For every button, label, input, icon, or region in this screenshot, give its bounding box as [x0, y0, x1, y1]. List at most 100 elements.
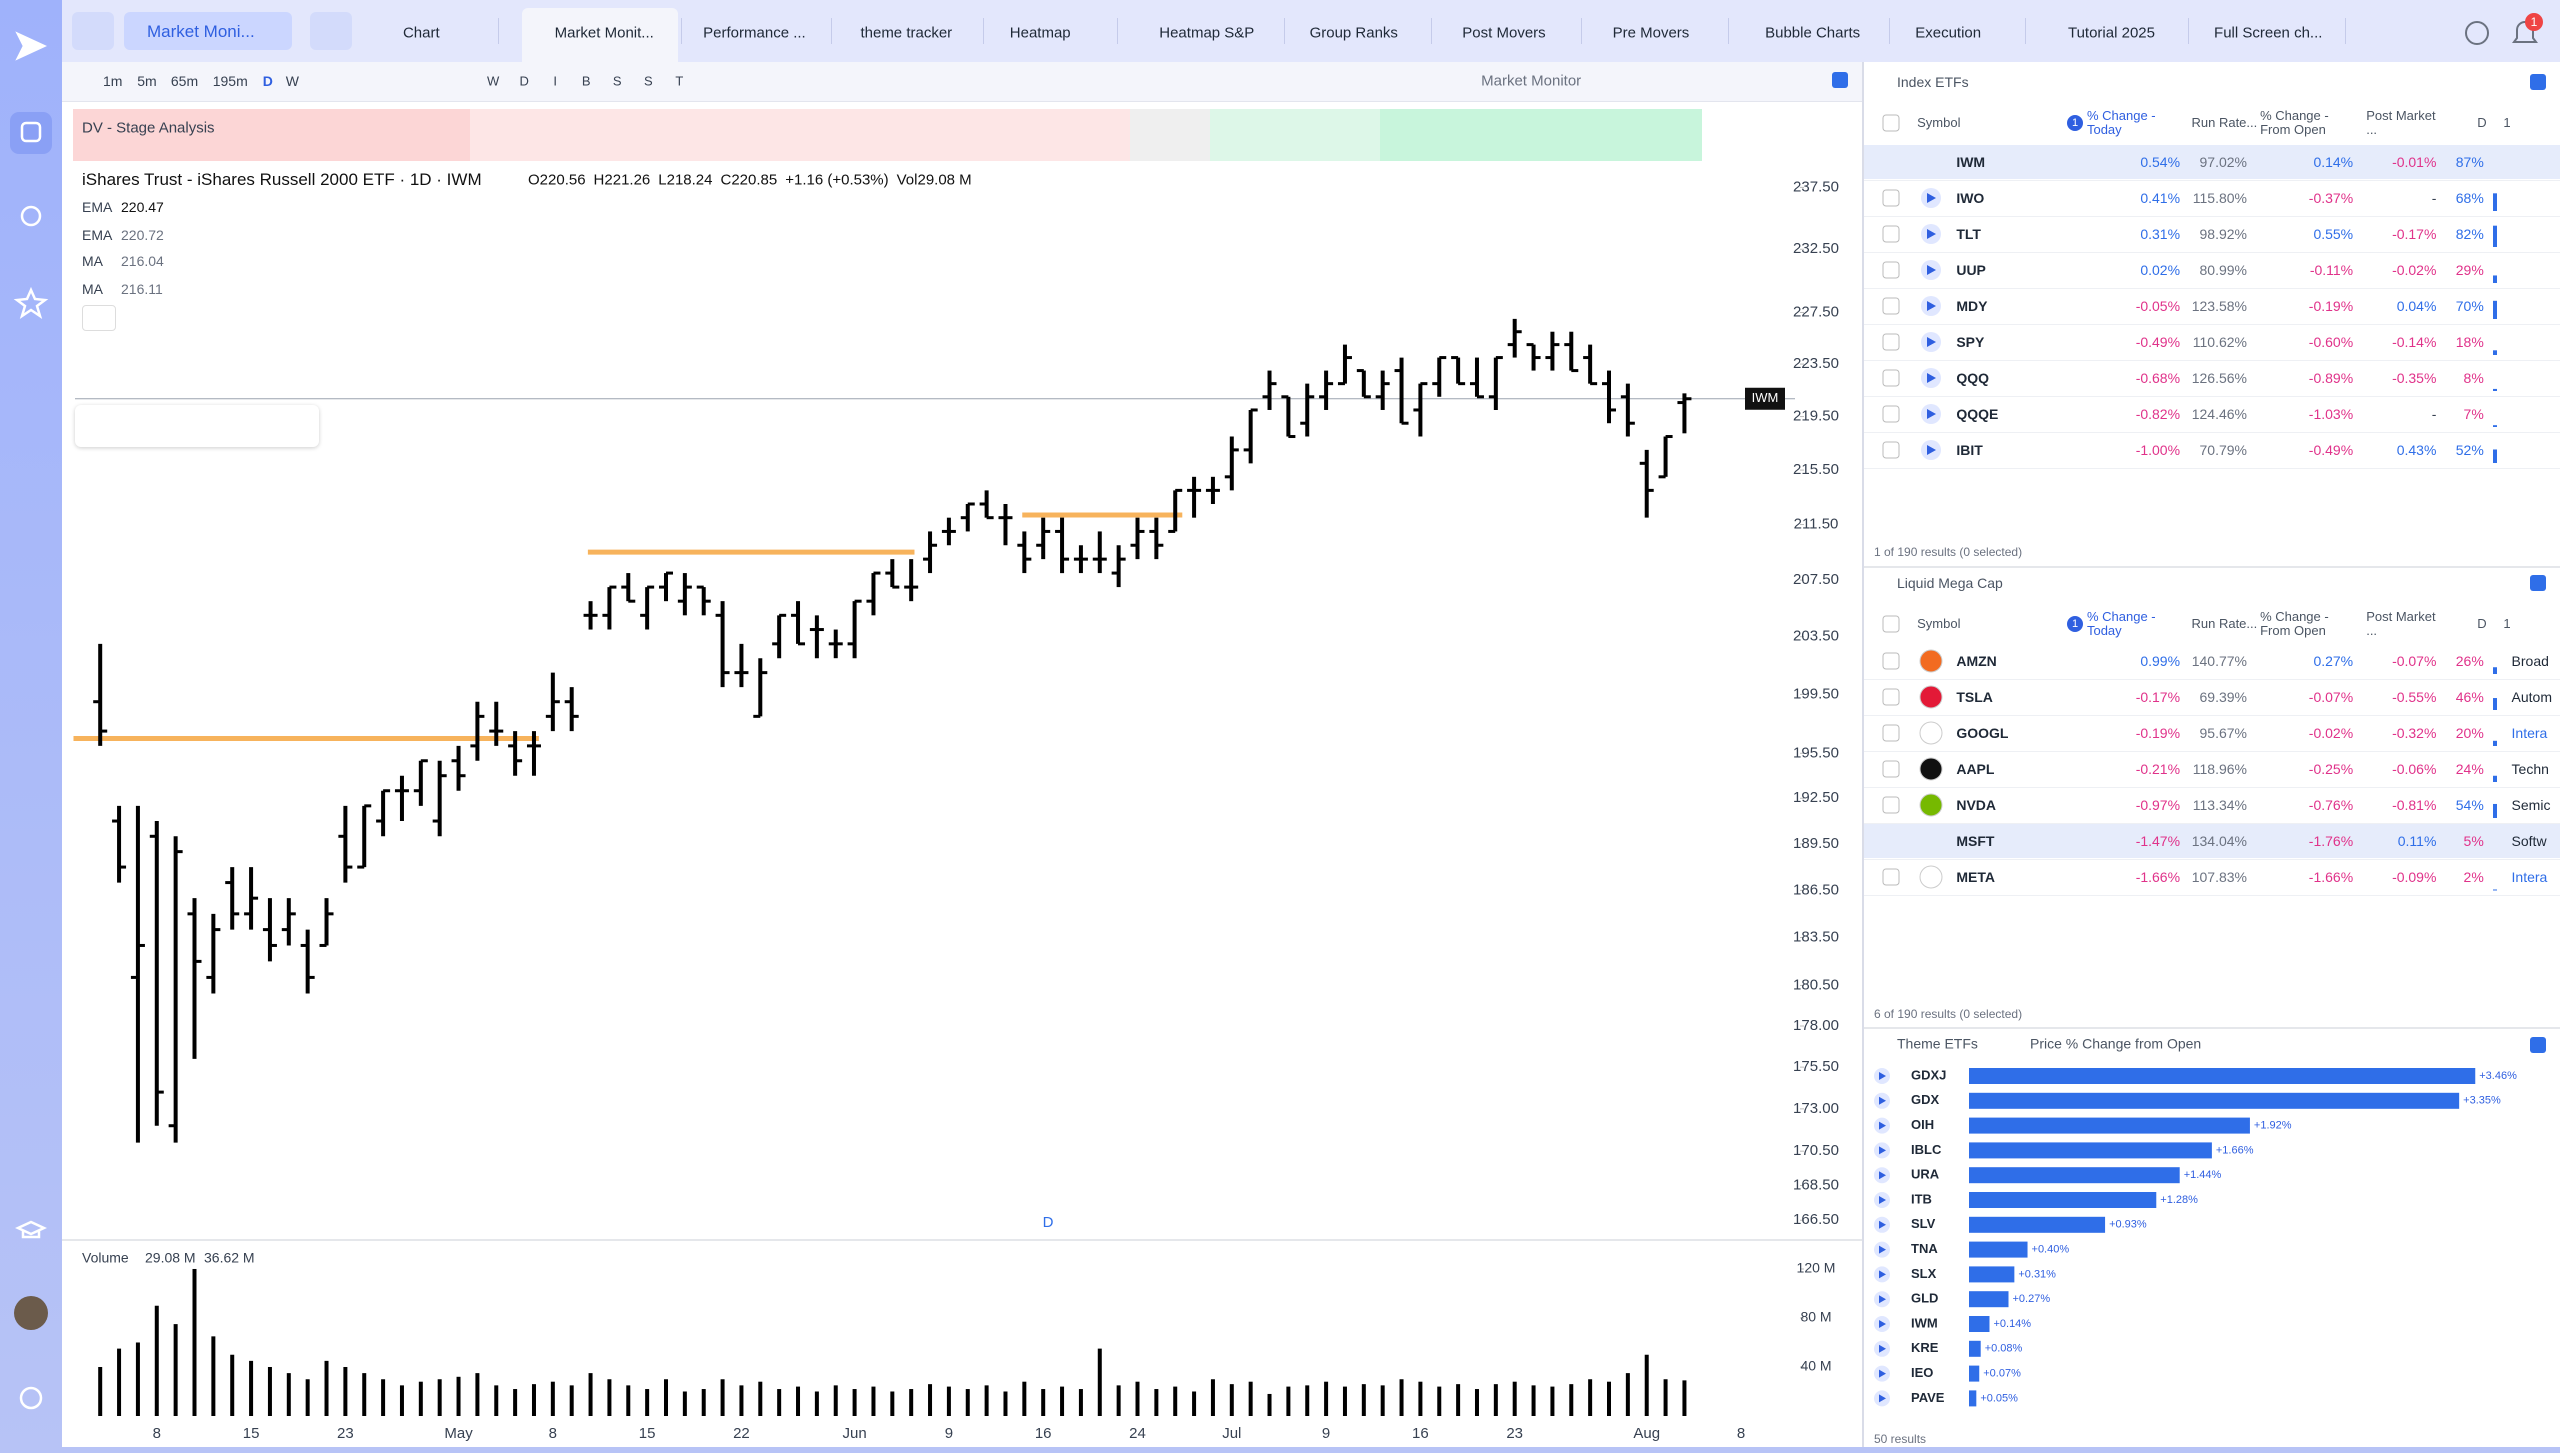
tab[interactable]: theme tracker	[860, 24, 953, 42]
symbol[interactable]: META	[1956, 869, 1995, 885]
column-header[interactable]: D	[2477, 616, 2487, 631]
row-checkbox[interactable]	[1882, 652, 1900, 670]
layout-select-label[interactable]: Market Moni...	[147, 22, 255, 41]
symbol[interactable]: AAPL	[1956, 761, 1995, 777]
column-header[interactable]: 1	[2503, 616, 2511, 631]
symbol[interactable]: QQQ	[1956, 370, 1989, 386]
symbol[interactable]: MDY	[1956, 298, 1988, 314]
row-checkbox[interactable]	[1882, 441, 1900, 459]
symbol[interactable]: GOOGL	[1956, 725, 2009, 741]
theme-symbol[interactable]: GDX	[1911, 1092, 1940, 1107]
nav-icon[interactable]	[20, 121, 42, 143]
tab[interactable]: Full Screen ch...	[2214, 24, 2323, 42]
theme-symbol[interactable]: IEO	[1911, 1365, 1933, 1380]
row-checkbox[interactable]	[1882, 225, 1900, 243]
apps-button[interactable]	[310, 12, 352, 50]
symbol[interactable]: IWO	[1956, 190, 1985, 206]
column-header[interactable]: % Change - From Open	[2260, 609, 2329, 638]
tab[interactable]: Heatmap	[1009, 24, 1071, 42]
row-checkbox[interactable]	[1882, 189, 1900, 207]
tab[interactable]: Execution	[1915, 24, 1982, 42]
symbol[interactable]: NVDA	[1956, 797, 1996, 813]
row-checkbox[interactable]	[1882, 405, 1900, 423]
column-header[interactable]: Post Market ...	[2366, 609, 2436, 638]
column-header[interactable]: % Change - Today	[2086, 609, 2156, 638]
help-icon[interactable]	[19, 1386, 43, 1410]
symbol[interactable]: QQQE	[1956, 406, 1999, 422]
row-checkbox[interactable]	[1882, 688, 1900, 706]
tab[interactable]: Tutorial 2025	[2067, 24, 2155, 42]
tab[interactable]: Chart	[402, 24, 440, 42]
tab[interactable]: Bubble Charts	[1765, 24, 1861, 42]
widget-toggle[interactable]	[2530, 74, 2546, 90]
theme-symbol[interactable]: IWM	[1911, 1315, 1938, 1330]
column-header[interactable]: Symbol	[1917, 616, 1961, 631]
symbol[interactable]: TSLA	[1956, 689, 1993, 705]
theme-symbol[interactable]: OIH	[1911, 1117, 1934, 1132]
interval-button[interactable]: W	[285, 73, 299, 89]
column-header[interactable]: Run Rate...	[2191, 616, 2258, 631]
toolbar-button[interactable]: S	[612, 73, 622, 89]
nav-icon[interactable]	[20, 205, 42, 227]
tab[interactable]: Heatmap S&P	[1159, 24, 1255, 42]
nav-icon[interactable]	[13, 286, 49, 319]
interval-button[interactable]: 1m	[102, 73, 123, 89]
tab[interactable]: Post Movers	[1462, 24, 1546, 42]
toolbar-button[interactable]: T	[675, 73, 684, 89]
theme-symbol[interactable]: SLX	[1911, 1266, 1937, 1281]
row-checkbox[interactable]	[1882, 369, 1900, 387]
row-checkbox[interactable]	[1882, 760, 1900, 778]
collapse-legend[interactable]	[82, 305, 116, 331]
header-checkbox[interactable]	[1882, 615, 1900, 633]
toolbar-button[interactable]: W	[487, 73, 500, 89]
column-header[interactable]: % Change - From Open	[2260, 108, 2329, 137]
row-checkbox[interactable]	[1882, 261, 1900, 279]
avatar[interactable]	[14, 1296, 48, 1330]
theme-symbol[interactable]: ITB	[1911, 1191, 1932, 1206]
column-header[interactable]: Symbol	[1917, 115, 1961, 130]
tab[interactable]: Performance ...	[703, 24, 806, 42]
symbol[interactable]: AMZN	[1956, 653, 1997, 669]
column-header[interactable]: % Change - Today	[2086, 108, 2156, 137]
toolbar-button[interactable]: D	[519, 73, 529, 89]
nav-active[interactable]	[10, 112, 52, 154]
interval-button[interactable]: D	[262, 73, 273, 89]
row-checkbox[interactable]	[1882, 297, 1900, 315]
tab[interactable]: Market Monit...	[554, 24, 654, 42]
row-checkbox[interactable]	[1882, 724, 1900, 742]
column-header[interactable]: D	[2477, 115, 2487, 130]
theme-symbol[interactable]: GLD	[1911, 1291, 1938, 1306]
theme-symbol[interactable]: SLV	[1911, 1216, 1936, 1231]
theme-symbol[interactable]: PAVE	[1911, 1390, 1945, 1405]
symbol[interactable]: UUP	[1956, 262, 1986, 278]
layout-select[interactable]	[124, 12, 292, 50]
layout-name[interactable]: Market Monitor	[1481, 72, 1582, 90]
share-icon[interactable]	[2465, 21, 2489, 45]
interval-button[interactable]: 5m	[137, 73, 157, 89]
nav-icon[interactable]	[15, 1220, 47, 1239]
interval-button[interactable]: 65m	[170, 73, 199, 89]
theme-symbol[interactable]: GDXJ	[1911, 1067, 1946, 1082]
column-header[interactable]: Run Rate...	[2191, 115, 2258, 130]
toolbar-button[interactable]: B	[581, 73, 591, 89]
symbol[interactable]: MSFT	[1956, 833, 1995, 849]
symbol[interactable]: IWM	[1956, 154, 1986, 170]
tab[interactable]: Group Ranks	[1309, 24, 1398, 42]
widget-toggle[interactable]	[2530, 1037, 2546, 1053]
row-checkbox[interactable]	[1882, 796, 1900, 814]
toolbar-button[interactable]: I	[553, 73, 558, 89]
theme-symbol[interactable]: TNA	[1911, 1241, 1938, 1256]
column-header[interactable]: 1	[2503, 115, 2511, 130]
symbol[interactable]: IBIT	[1956, 442, 1983, 458]
header-checkbox[interactable]	[1882, 114, 1900, 132]
theme-symbol[interactable]: KRE	[1911, 1340, 1939, 1355]
symbol[interactable]: TLT	[1956, 226, 1981, 242]
row-checkbox[interactable]	[1882, 333, 1900, 351]
toolbar-button[interactable]: S	[643, 73, 653, 89]
widget-toggle[interactable]	[2530, 575, 2546, 591]
panel-toggle[interactable]	[1832, 72, 1848, 88]
theme-symbol[interactable]: IBLC	[1911, 1142, 1942, 1157]
row-checkbox[interactable]	[1882, 868, 1900, 886]
tab[interactable]: Pre Movers	[1612, 24, 1690, 42]
theme-symbol[interactable]: URA	[1911, 1167, 1940, 1182]
